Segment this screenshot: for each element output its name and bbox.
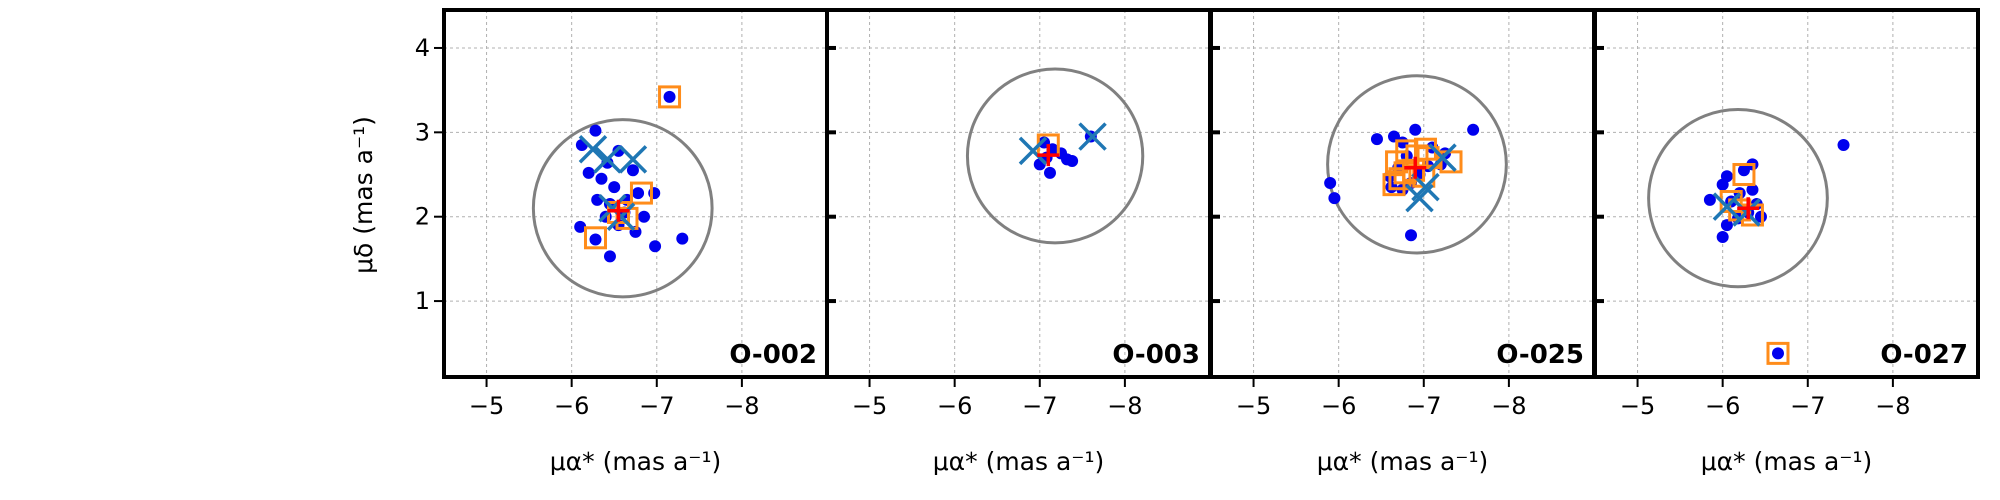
panel-o-027: −5 −6 −7 −8 O-027 μα* (mas a⁻¹): [1593, 8, 1980, 476]
y-tick-label: 1: [415, 287, 430, 315]
x-axis-label: μα* (mas a⁻¹): [1701, 447, 1873, 476]
y-tick-label: 4: [415, 34, 430, 62]
member-point: [589, 124, 602, 137]
plot-area: [1324, 74, 1508, 255]
y-axis-label: μδ (mas a⁻¹): [349, 116, 378, 274]
panel-label: O-027: [1880, 340, 1968, 370]
member-point: [1409, 123, 1422, 136]
plot-area: [531, 85, 714, 299]
y-tick-label: 3: [415, 118, 430, 146]
x-tick-label: −8: [1491, 392, 1526, 420]
cross-marker: [1078, 122, 1107, 151]
selection-circle: [531, 118, 714, 299]
x-tick-label: −6: [1705, 392, 1740, 420]
panel-o-003: −5 −6 −7 −8 O-003 μα* (mas a⁻¹): [825, 8, 1212, 476]
cross-marker: [1712, 192, 1742, 221]
plot-area: [965, 67, 1145, 245]
x-axis-label: μα* (mas a⁻¹): [933, 447, 1105, 476]
panel-o-002: −5 −6 −7 −8 1 2 3 4 O-002 μα* (mas a⁻¹): [415, 8, 829, 476]
square-marker: [629, 181, 653, 205]
member-point: [589, 233, 602, 246]
member-point: [1405, 229, 1418, 242]
member-point: [1370, 133, 1383, 146]
panel-label: O-003: [1112, 340, 1200, 370]
panels: −5 −6 −7 −8 1 2 3 4 O-002 μα* (mas a⁻¹) −5 −6 −7 −8 O-…: [415, 8, 1980, 476]
x-tick-label: −7: [1022, 392, 1057, 420]
panel-label: O-025: [1496, 340, 1584, 370]
member-point: [582, 166, 595, 179]
member-point: [626, 164, 639, 177]
x-tick-label: −8: [1107, 392, 1142, 420]
member-point: [608, 181, 621, 194]
centre-marker: [1737, 197, 1760, 220]
cross-marker: [1428, 143, 1457, 172]
x-axis-label: μα* (mas a⁻¹): [1317, 447, 1489, 476]
x-tick-label: −7: [1406, 392, 1441, 420]
x-axis-label: μα* (mas a⁻¹): [550, 447, 722, 476]
cross-marker: [593, 145, 622, 174]
member-point: [1716, 178, 1729, 191]
member-point: [1467, 123, 1480, 136]
selection-circle: [1647, 108, 1829, 289]
square-marker: [1766, 341, 1790, 365]
centre-marker: [1404, 156, 1427, 179]
member-point: [574, 220, 587, 233]
member-point: [603, 250, 616, 263]
member-point: [663, 90, 676, 103]
panel-o-025: −5 −6 −7 −8 O-025 μα* (mas a⁻¹): [1209, 8, 1596, 476]
x-tick-label: −5: [852, 392, 887, 420]
member-point: [1066, 155, 1079, 168]
member-point: [638, 210, 651, 223]
centre-marker: [1037, 144, 1060, 167]
x-tick-label: −5: [1236, 392, 1271, 420]
centre-marker: [607, 199, 630, 222]
x-tick-label: −6: [554, 392, 589, 420]
x-tick-label: −7: [1790, 392, 1825, 420]
square-marker: [1439, 150, 1463, 174]
panel-label: O-002: [729, 340, 817, 370]
square-marker: [658, 85, 682, 109]
square-marker: [583, 226, 607, 250]
member-point: [1043, 166, 1056, 179]
cross-marker: [1405, 183, 1434, 213]
member-point: [1720, 219, 1733, 232]
member-point: [1737, 164, 1750, 177]
member-point: [1771, 347, 1784, 360]
member-point: [595, 172, 608, 185]
member-point: [676, 232, 689, 245]
member-point: [632, 187, 645, 200]
cross-marker: [606, 202, 636, 231]
member-point: [1716, 230, 1729, 243]
x-tick-label: −7: [639, 392, 674, 420]
cross-marker: [578, 134, 608, 164]
selection-circle: [1326, 74, 1508, 255]
member-point: [1837, 138, 1850, 151]
x-tick-label: −6: [1321, 392, 1356, 420]
x-tick-label: −5: [1620, 392, 1655, 420]
panel-frame: [825, 8, 1212, 379]
x-tick-label: −6: [937, 392, 972, 420]
member-point: [649, 240, 662, 253]
cross-marker: [1018, 136, 1048, 166]
x-tick-label: −8: [724, 392, 759, 420]
member-point: [1746, 183, 1759, 196]
square-marker: [1388, 167, 1412, 191]
x-tick-label: −5: [469, 392, 504, 420]
selection-circle: [965, 67, 1145, 245]
y-tick-label: 2: [415, 203, 430, 231]
cross-marker: [618, 145, 648, 174]
plot-area: [1647, 108, 1850, 365]
panel-frame: [1593, 8, 1980, 379]
member-point: [1324, 176, 1337, 189]
member-point: [1328, 192, 1341, 205]
x-tick-label: −8: [1875, 392, 1910, 420]
square-marker: [1732, 163, 1756, 187]
member-point: [1703, 193, 1716, 206]
